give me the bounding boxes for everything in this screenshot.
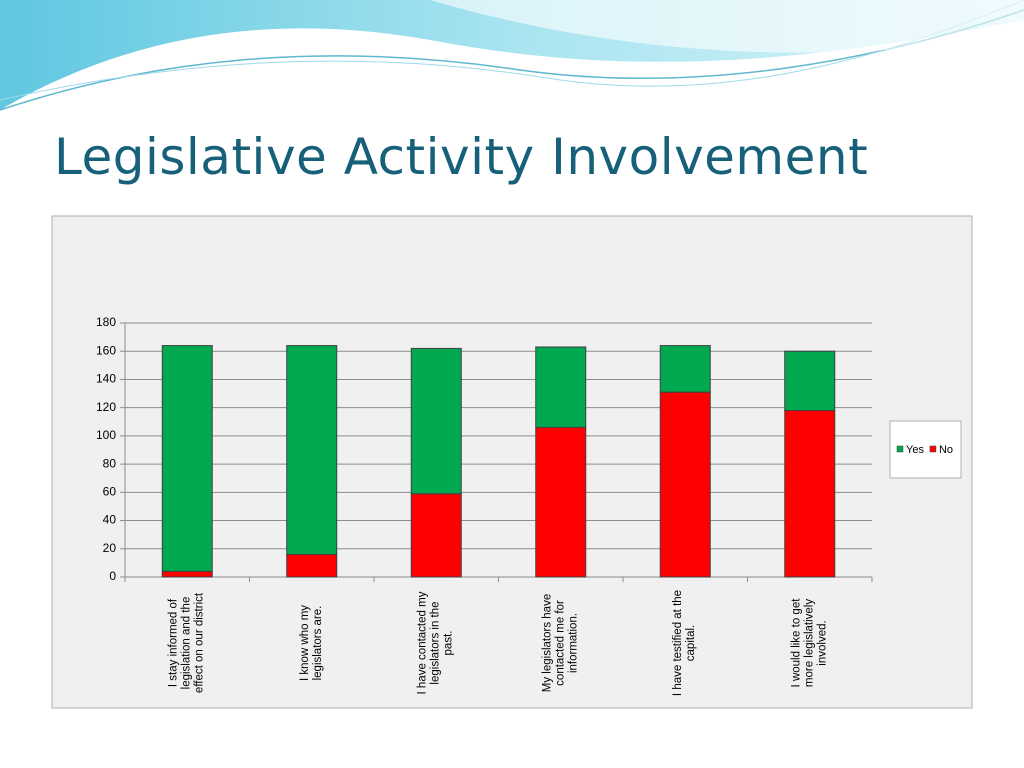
bar-segment [286,553,338,578]
bar-segment [286,345,338,555]
header-decoration [0,0,1024,111]
y-tick-label: 0 [109,569,116,583]
legend-label: Yes [906,444,924,456]
bar-segment [535,346,587,428]
y-tick-label: 20 [103,541,117,555]
x-tick-label: I know who my legislators are. [298,604,324,682]
bar-segment [161,345,213,572]
bar-segment [659,345,711,393]
legend-swatch [929,445,937,453]
y-tick-label: 40 [103,513,117,527]
x-tick-label: I have contacted my legislators in the p… [416,591,455,695]
x-tick-label: My legislators have contacted me for inf… [541,593,580,693]
bar-segment [659,391,711,578]
x-tick-label: I stay informed of legislation and the e… [167,592,206,694]
legend-swatch [896,445,904,453]
bar-segment [161,570,213,578]
bar-segment [784,350,836,411]
y-tick-label: 60 [103,485,117,499]
x-tick-label: I would like to get more legislatively i… [790,598,829,688]
bar-segment [535,426,587,578]
y-tick-label: 160 [96,343,116,357]
y-tick-label: 180 [96,315,116,329]
legend-label: No [939,444,953,456]
bar-segment [410,347,462,495]
bar-segment [410,493,462,578]
y-tick-label: 80 [103,456,117,470]
y-tick-label: 140 [96,372,116,386]
x-tick-label: I have testified at the capital. [672,589,698,697]
slide-title: Legislative Activity Involvement [54,128,869,186]
bar-segment [784,409,836,578]
y-tick-label: 100 [96,428,116,442]
y-tick-label: 120 [96,400,116,414]
